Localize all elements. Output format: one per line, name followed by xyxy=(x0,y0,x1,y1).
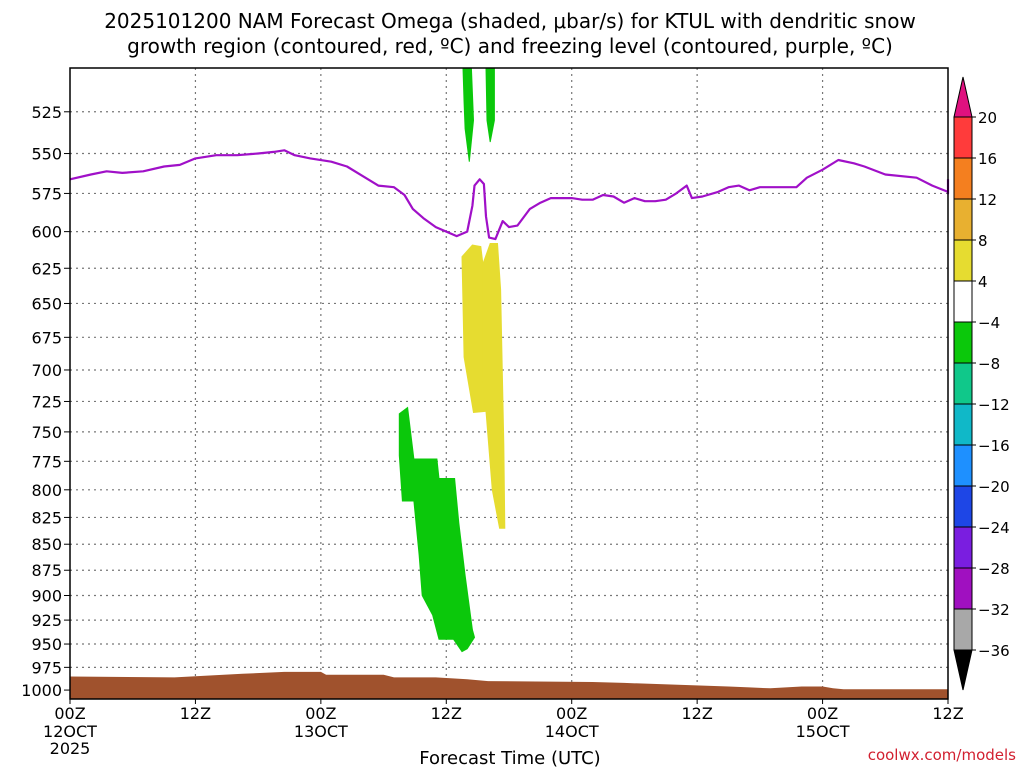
colorbar-label: 4 xyxy=(978,273,988,291)
colorbar-label: −4 xyxy=(978,314,1000,332)
x-tick-label: 00Z xyxy=(807,704,838,723)
x-tick-date-label: 12OCT xyxy=(43,722,97,741)
colorbar-label: 16 xyxy=(978,150,997,168)
colorbar-label: 20 xyxy=(978,109,997,127)
colorbar-bin xyxy=(953,526,973,569)
colorbar-bin xyxy=(953,362,973,405)
gridlines xyxy=(70,68,948,699)
y-tick-label: 875 xyxy=(31,561,62,580)
colorbar-bin xyxy=(953,116,973,159)
y-tick-label: 600 xyxy=(31,223,62,242)
freezing-level-contour xyxy=(69,149,950,241)
terrain-fill xyxy=(70,671,948,699)
colorbar-label: −8 xyxy=(978,355,1000,373)
y-tick-label: 825 xyxy=(31,508,62,527)
colorbar-label: −32 xyxy=(978,601,1010,619)
x-tick-date-label: 14OCT xyxy=(545,722,599,741)
x-tick-date-label: 13OCT xyxy=(294,722,348,741)
x-axis-title: Forecast Time (UTC) xyxy=(419,748,600,768)
y-tick-label: 650 xyxy=(31,294,62,313)
x-tick-label: 00Z xyxy=(54,704,85,723)
x-tick-label: 00Z xyxy=(556,704,587,723)
colorbar-bin xyxy=(953,198,973,241)
colorbar: 20 16 12 8 4 −4 −8 −12 −16 −20 −24 −28 −32 −36 xyxy=(953,76,1010,691)
colorbar-bin xyxy=(953,239,973,282)
colorbar-label: −36 xyxy=(978,642,1010,660)
x-tick-year-label: 2025 xyxy=(50,739,91,758)
y-tick-label: 925 xyxy=(31,611,62,630)
plot-area: 525 550 575 600 625 650 675 700 725 750 775 800 825 8… xyxy=(21,67,964,758)
y-tick-label: 775 xyxy=(31,452,62,471)
colorbar-bin xyxy=(953,280,973,323)
colorbar-bin xyxy=(953,485,973,528)
colorbar-top-arrow xyxy=(953,76,973,118)
y-axis-ticks: 525 550 575 600 625 650 675 700 725 750 775 800 825 8… xyxy=(21,103,70,700)
y-tick-label: 550 xyxy=(31,145,62,164)
colorbar-bin xyxy=(953,403,973,446)
colorbar-label: −28 xyxy=(978,560,1010,578)
chart-title-line-1: 2025101200 NAM Forecast Omega (shaded, μ… xyxy=(104,9,916,33)
x-tick-label: 12Z xyxy=(932,704,963,723)
y-tick-label: 800 xyxy=(31,481,62,500)
y-tick-label: 725 xyxy=(31,392,62,411)
x-tick-label: 00Z xyxy=(305,704,336,723)
y-tick-label: 750 xyxy=(31,423,62,442)
freezing-level-line xyxy=(69,149,950,241)
colorbar-bin xyxy=(953,157,973,200)
y-tick-label: 675 xyxy=(31,328,62,347)
y-tick-label: 950 xyxy=(31,635,62,654)
y-tick-label: 850 xyxy=(31,535,62,554)
x-tick-label: 12Z xyxy=(681,704,712,723)
y-tick-label: 700 xyxy=(31,361,62,380)
y-tick-label: 625 xyxy=(31,259,62,278)
colorbar-label: −20 xyxy=(978,478,1010,496)
colorbar-bin xyxy=(953,567,973,610)
colorbar-label: −12 xyxy=(978,396,1010,414)
y-tick-label: 975 xyxy=(31,658,62,677)
x-tick-date-label: 15OCT xyxy=(796,722,850,741)
x-tick-label: 12Z xyxy=(180,704,211,723)
y-tick-label: 1000 xyxy=(21,681,62,700)
x-tick-label: 12Z xyxy=(431,704,462,723)
omega-shaded-regions xyxy=(398,67,506,653)
colorbar-bottom-arrow xyxy=(953,649,973,691)
y-tick-label: 575 xyxy=(31,184,62,203)
credit-text: coolwx.com/models xyxy=(868,746,1016,764)
plot-background xyxy=(70,68,948,699)
omega-shaded-region xyxy=(398,406,476,653)
chart-title-line-2: growth region (contoured, red, ºC) and f… xyxy=(127,34,893,58)
colorbar-label: −24 xyxy=(978,519,1010,537)
colorbar-bin xyxy=(953,444,973,487)
colorbar-label: −16 xyxy=(978,437,1010,455)
y-tick-label: 525 xyxy=(31,103,62,122)
omega-shaded-region xyxy=(482,243,506,529)
colorbar-label: 12 xyxy=(978,191,997,209)
colorbar-label: 8 xyxy=(978,232,988,250)
colorbar-bin xyxy=(953,608,973,651)
y-tick-label: 900 xyxy=(31,587,62,606)
plot-frame xyxy=(69,67,949,700)
terrain-polygon xyxy=(70,671,948,699)
colorbar-bin xyxy=(953,321,973,364)
